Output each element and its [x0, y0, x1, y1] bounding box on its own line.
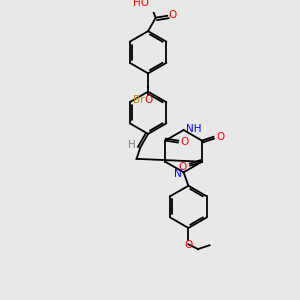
- Text: O: O: [144, 95, 152, 106]
- Text: O: O: [168, 10, 176, 20]
- Text: O: O: [181, 136, 189, 147]
- Text: H: H: [128, 140, 136, 150]
- Text: O: O: [178, 161, 187, 172]
- Text: O: O: [184, 241, 193, 250]
- Text: NH: NH: [185, 124, 201, 134]
- Text: Br: Br: [133, 95, 144, 105]
- Text: O: O: [216, 132, 225, 142]
- Text: HO: HO: [133, 0, 149, 8]
- Text: N: N: [174, 169, 182, 179]
